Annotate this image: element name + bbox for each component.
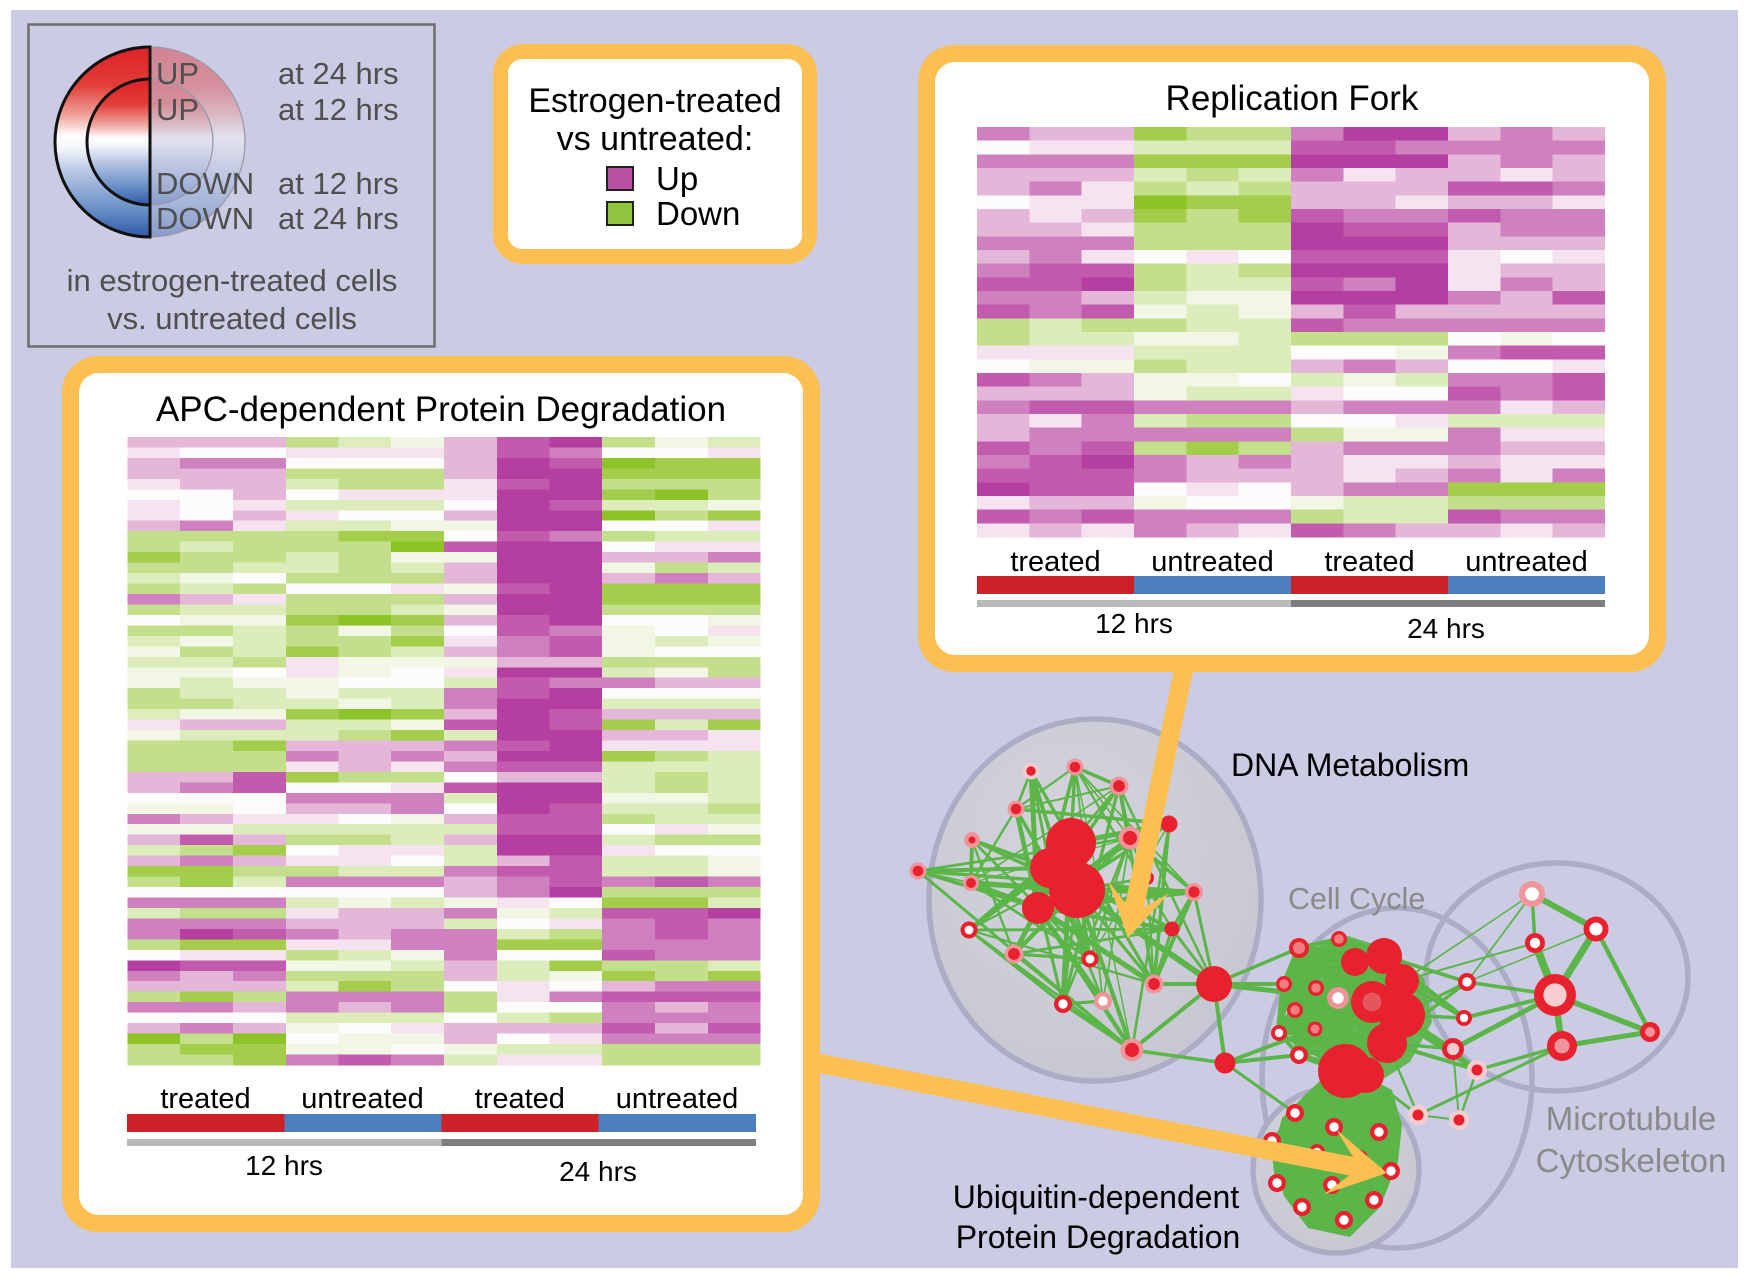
svg-text:Microtubule: Microtubule (1546, 1100, 1717, 1137)
svg-text:at 12 hrs: at 12 hrs (278, 166, 399, 201)
svg-text:untreated: untreated (1465, 546, 1588, 578)
svg-text:at 24 hrs: at 24 hrs (278, 56, 399, 91)
svg-text:at 24 hrs: at 24 hrs (278, 201, 399, 236)
svg-text:24 hrs: 24 hrs (559, 1156, 637, 1187)
svg-text:treated: treated (1324, 546, 1414, 578)
svg-text:at 12 hrs: at 12 hrs (278, 92, 399, 127)
svg-text:untreated: untreated (1151, 546, 1274, 578)
svg-text:in estrogen-treated cells: in estrogen-treated cells (67, 263, 398, 298)
svg-text:Up: Up (656, 160, 698, 197)
svg-text:vs. untreated cells: vs. untreated cells (107, 301, 357, 336)
svg-text:12 hrs: 12 hrs (245, 1150, 323, 1181)
svg-text:treated: treated (1010, 546, 1100, 578)
svg-text:12 hrs: 12 hrs (1095, 608, 1173, 639)
svg-text:DNA Metabolism: DNA Metabolism (1231, 747, 1469, 783)
svg-text:treated: treated (475, 1083, 565, 1115)
svg-text:Ubiquitin-dependent: Ubiquitin-dependent (953, 1179, 1240, 1215)
svg-text:Down: Down (656, 195, 740, 232)
svg-text:UP: UP (156, 92, 199, 127)
svg-text:untreated: untreated (301, 1083, 424, 1115)
svg-text:Replication Fork: Replication Fork (1166, 79, 1419, 118)
svg-text:Cell Cycle: Cell Cycle (1288, 882, 1425, 916)
svg-text:treated: treated (160, 1083, 250, 1115)
svg-text:UP: UP (156, 56, 199, 91)
svg-text:24 hrs: 24 hrs (1407, 613, 1485, 644)
svg-text:untreated: untreated (616, 1083, 739, 1115)
svg-text:DOWN: DOWN (156, 166, 254, 201)
svg-text:Cytoskeleton: Cytoskeleton (1536, 1142, 1727, 1179)
svg-text:APC-dependent Protein Degradat: APC-dependent Protein Degradation (156, 390, 726, 429)
svg-text:Estrogen-treated: Estrogen-treated (528, 82, 781, 120)
svg-text:Protein Degradation: Protein Degradation (956, 1219, 1241, 1255)
svg-text:DOWN: DOWN (156, 201, 254, 236)
svg-text:vs untreated:: vs untreated: (557, 120, 754, 158)
